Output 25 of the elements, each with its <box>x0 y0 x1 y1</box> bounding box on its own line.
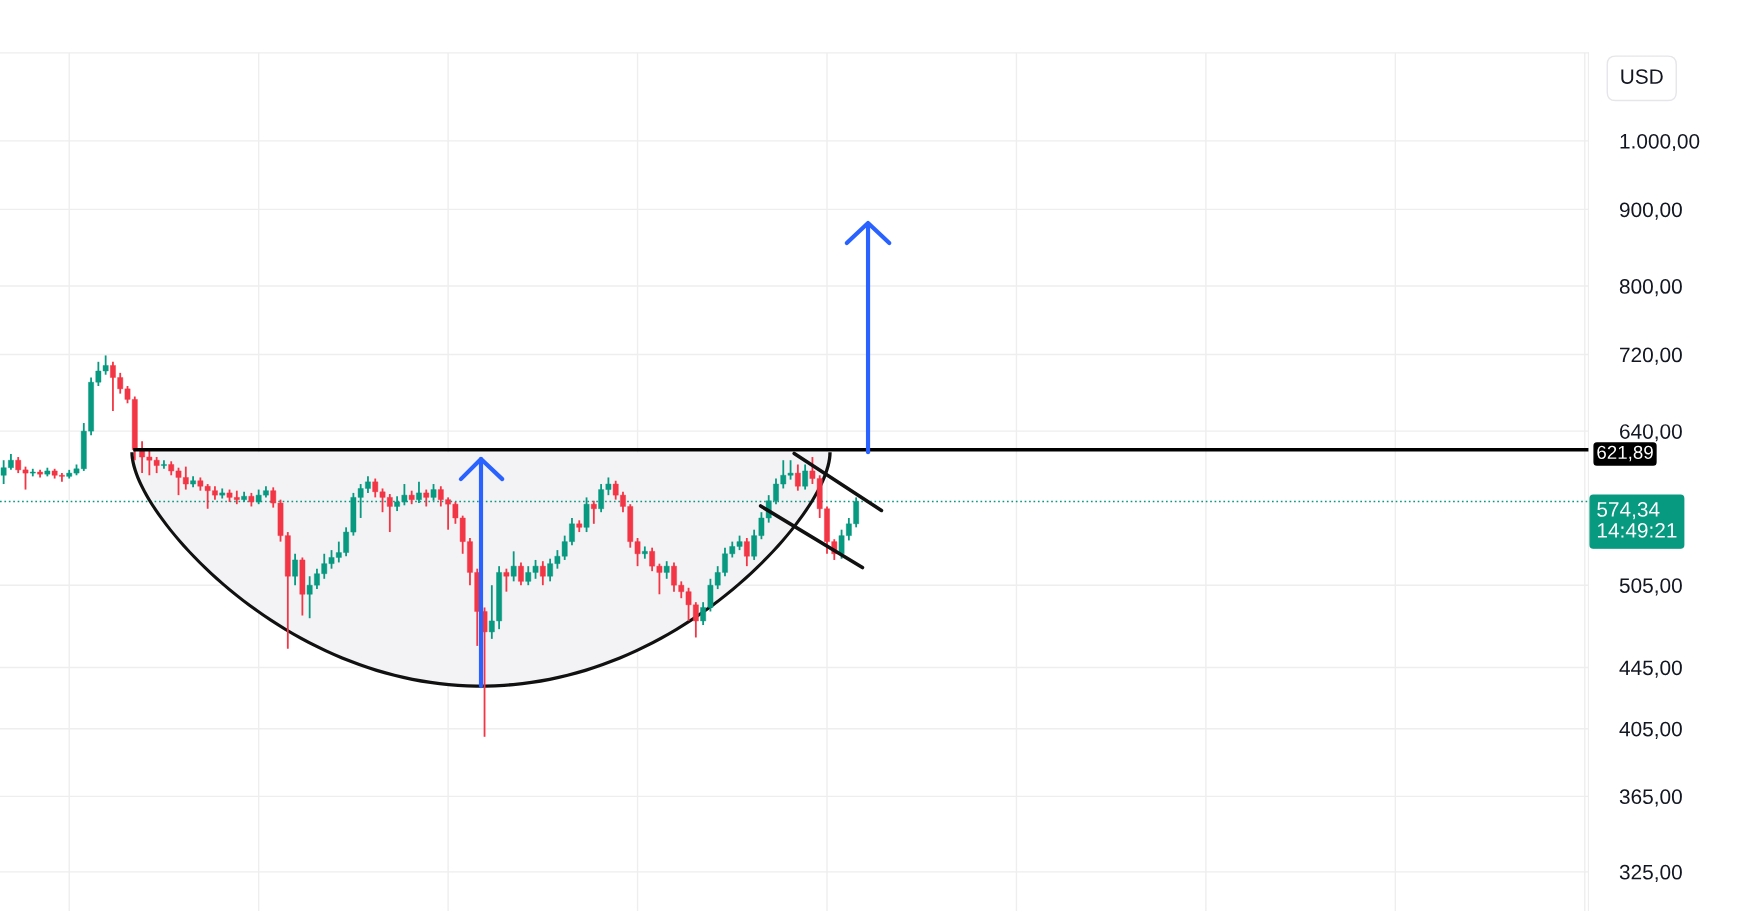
y-tick-label: 405,00 <box>1619 721 1682 739</box>
text: USD <box>1621 69 1663 84</box>
y-tick-label: 1.000,00 <box>1620 133 1700 152</box>
ref-line-label: 621,89 <box>1597 445 1653 462</box>
ref-line-label: 574,34 14:49:21 <box>1597 502 1677 538</box>
y-tick-label: 325,00 <box>1619 864 1682 883</box>
y-tick-label: 720,00 <box>1620 347 1682 365</box>
candlestick <box>591 499 597 525</box>
candlestick <box>481 606 488 738</box>
y-tick-label: 900,00 <box>1619 202 1682 220</box>
candlestick <box>292 552 298 587</box>
y-tick-label: 365,00 <box>1619 789 1682 807</box>
y-tick-label: 505,00 <box>1619 578 1682 596</box>
candlestick <box>744 537 750 568</box>
candlestick <box>161 459 167 470</box>
candlestick <box>510 550 517 583</box>
candlestick <box>540 560 546 587</box>
candlestick <box>518 561 524 587</box>
y-tick-label: 800,00 <box>1619 279 1682 297</box>
candlestick <box>503 567 510 593</box>
candlestick <box>795 463 801 492</box>
y-tick-label: 640,00 <box>1620 424 1682 442</box>
candlestick <box>642 545 648 560</box>
candlestick <box>802 463 808 491</box>
y-tick-label: 445,00 <box>1619 660 1682 678</box>
